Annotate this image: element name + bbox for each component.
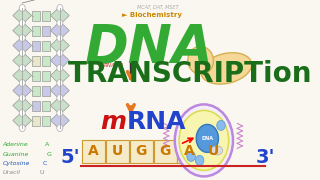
Polygon shape [51,51,69,69]
Circle shape [19,50,25,57]
Text: Cytosine: Cytosine [3,161,30,166]
Circle shape [217,120,225,130]
Text: U: U [36,170,44,175]
Circle shape [57,94,63,102]
FancyBboxPatch shape [154,140,177,163]
Polygon shape [51,82,69,100]
Circle shape [57,4,63,12]
Polygon shape [13,6,32,24]
Text: 3': 3' [255,148,275,167]
Text: A: A [88,144,99,158]
FancyBboxPatch shape [130,140,153,163]
Text: G: G [43,152,52,157]
FancyBboxPatch shape [42,55,50,66]
Circle shape [195,155,204,165]
FancyBboxPatch shape [32,71,40,80]
Text: Uracil: Uracil [3,170,20,175]
Text: DNA: DNA [201,136,213,141]
FancyBboxPatch shape [106,140,129,163]
FancyBboxPatch shape [42,116,50,125]
Text: A: A [41,142,49,147]
FancyBboxPatch shape [42,71,50,80]
Text: TRANSCRIPTion: TRANSCRIPTion [68,60,312,88]
Circle shape [187,151,195,161]
Ellipse shape [179,110,229,170]
Ellipse shape [201,53,252,84]
Circle shape [57,50,63,57]
Text: Adenine: Adenine [3,142,28,147]
Circle shape [19,4,25,12]
Polygon shape [51,37,69,55]
Text: G: G [159,144,171,158]
Circle shape [19,64,25,71]
FancyBboxPatch shape [32,26,40,35]
Polygon shape [13,51,32,69]
Polygon shape [51,21,69,39]
Circle shape [19,109,25,116]
Polygon shape [13,96,32,114]
Polygon shape [13,37,32,55]
Text: Guanine: Guanine [3,152,29,157]
FancyBboxPatch shape [32,40,40,51]
Polygon shape [51,66,69,84]
Polygon shape [51,111,69,129]
FancyBboxPatch shape [32,86,40,96]
Circle shape [19,19,25,26]
Text: U: U [207,144,219,158]
Ellipse shape [211,146,223,155]
Circle shape [57,125,63,132]
Text: MCAT, DAT, MSET: MCAT, DAT, MSET [137,5,179,10]
Circle shape [57,64,63,71]
Text: ► Biochemistry: ► Biochemistry [122,12,182,18]
Circle shape [57,19,63,26]
FancyBboxPatch shape [42,86,50,96]
FancyBboxPatch shape [32,116,40,125]
Text: C: C [39,161,48,166]
FancyBboxPatch shape [42,26,50,35]
Circle shape [19,94,25,102]
FancyBboxPatch shape [32,55,40,66]
Polygon shape [13,111,32,129]
Polygon shape [13,21,32,39]
FancyBboxPatch shape [201,140,225,163]
FancyBboxPatch shape [42,40,50,51]
Text: G: G [135,144,147,158]
Ellipse shape [188,46,213,75]
FancyBboxPatch shape [32,100,40,111]
Text: U: U [112,144,123,158]
FancyBboxPatch shape [32,10,40,21]
Circle shape [19,80,25,87]
FancyBboxPatch shape [42,10,50,21]
FancyBboxPatch shape [42,100,50,111]
Text: DNA: DNA [85,22,214,74]
Text: A: A [184,144,194,158]
Circle shape [57,109,63,116]
Polygon shape [51,6,69,24]
Circle shape [19,125,25,132]
Polygon shape [51,96,69,114]
Circle shape [57,80,63,87]
Text: RNA: RNA [127,110,186,134]
Circle shape [19,35,25,42]
Polygon shape [13,82,32,100]
Circle shape [57,35,63,42]
Text: m: m [100,110,127,134]
FancyBboxPatch shape [82,140,105,163]
Ellipse shape [175,104,233,176]
Text: 5': 5' [60,148,80,167]
Polygon shape [13,66,32,84]
FancyBboxPatch shape [178,140,201,163]
Ellipse shape [196,124,219,152]
Text: RNApol: RNApol [104,62,124,68]
